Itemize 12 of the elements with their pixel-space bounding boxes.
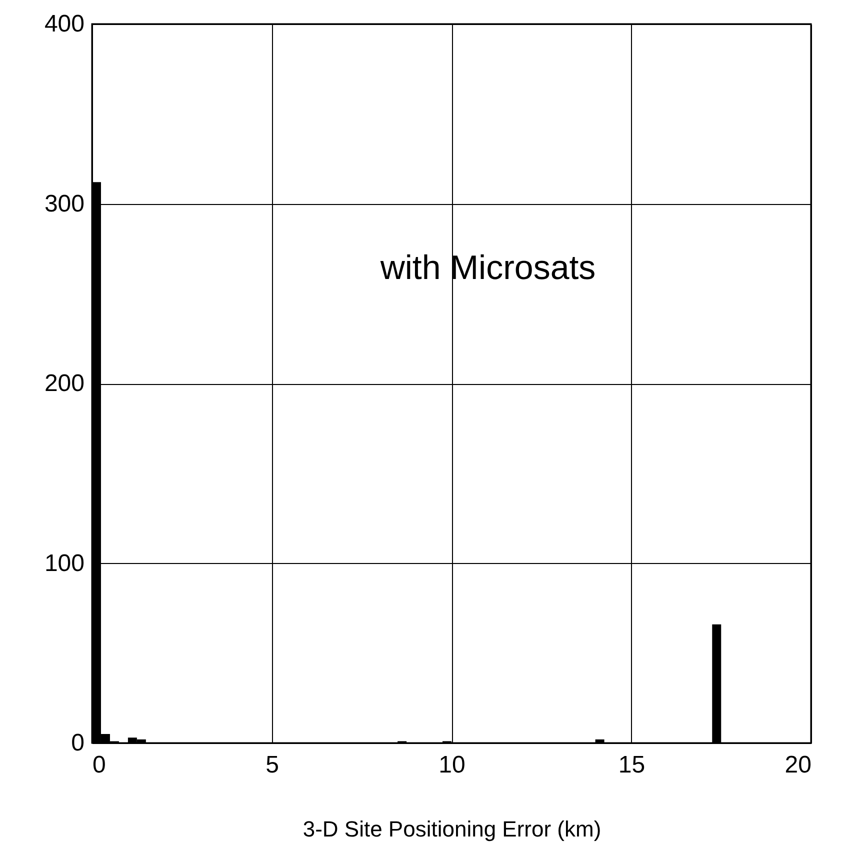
y-tick-label: 400 [44,10,84,38]
x-tick-label: 0 [92,752,106,778]
x-tick-label: 5 [266,752,279,778]
y-tick-label: 300 [44,190,84,218]
annotation: with Microsats [379,249,596,287]
x-tick-label: 15 [618,752,646,778]
y-tick-label: 0 [71,730,84,756]
x-tick-label: 10 [438,752,466,778]
x-tick-label: 20 [784,752,812,778]
y-tick-label: 100 [44,550,84,577]
y-tick-label: 200 [44,370,84,397]
x-axis-title: 3-D Site Positioning Error (km) [302,816,602,842]
